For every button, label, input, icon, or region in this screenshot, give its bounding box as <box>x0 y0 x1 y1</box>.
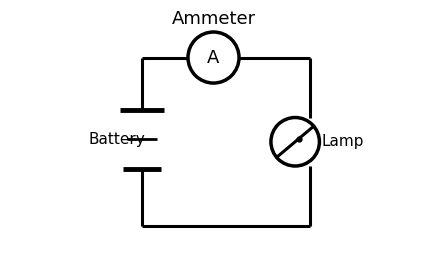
Text: Battery: Battery <box>88 132 145 147</box>
Text: Ammeter: Ammeter <box>171 10 255 28</box>
Text: A: A <box>207 49 219 67</box>
Text: Lamp: Lamp <box>321 134 364 149</box>
